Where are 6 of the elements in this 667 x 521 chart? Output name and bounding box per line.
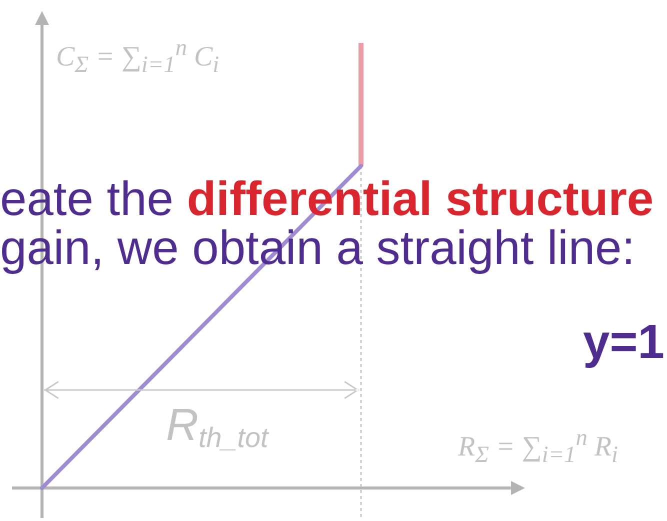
annotation: eate the <box>0 173 174 226</box>
annotation: R$_{th_tot}$ <box>166 399 268 453</box>
text: y=1 <box>583 316 664 369</box>
y-axis-title: C$_{Σ}$ = ∑$_{i=1}$$^{n}$ C$_{i}$ <box>56 34 220 80</box>
x-axis-title: R$_{Σ}$ = ∑$_{i=1}$$^{n}$ R$_{i}$ <box>458 424 618 470</box>
annotation: differential structure <box>186 173 654 226</box>
